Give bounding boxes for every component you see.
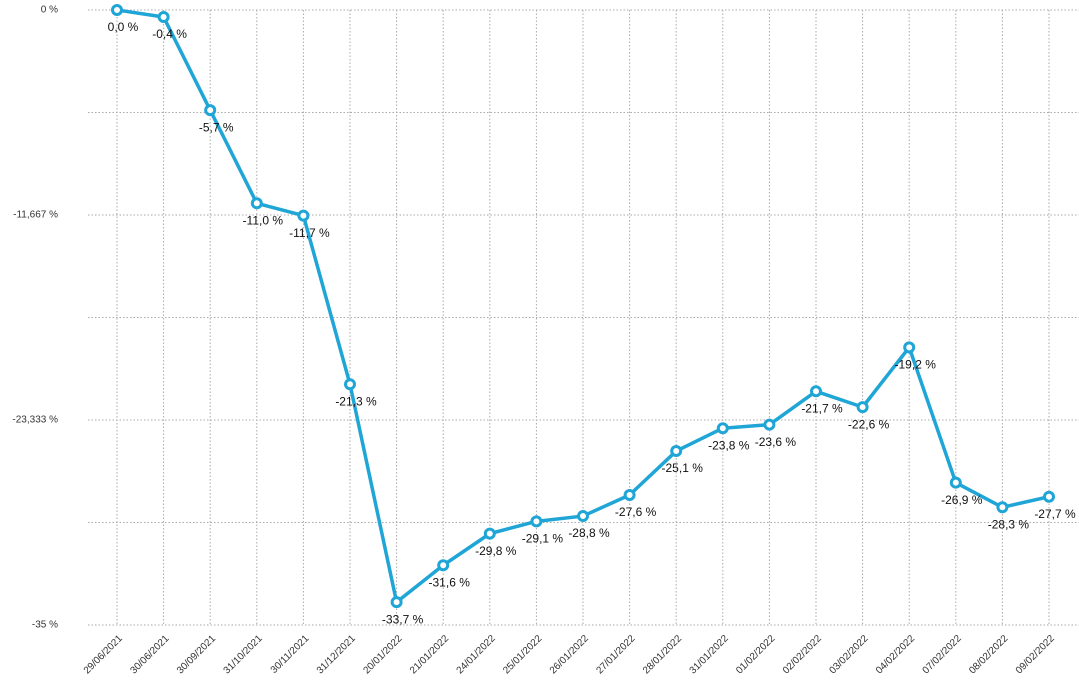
x-tick-label: 09/02/2022 xyxy=(1014,633,1057,676)
point xyxy=(996,501,1009,514)
point xyxy=(297,209,310,222)
x-tick-label: 07/02/2022 xyxy=(921,633,964,676)
x-tick-label: 31/10/2021 xyxy=(222,633,265,676)
point xyxy=(716,422,729,435)
x-tick-label: 28/01/2022 xyxy=(641,633,684,676)
y-tick-label: -11,667 % xyxy=(13,210,58,221)
point xyxy=(530,515,543,528)
x-tick-label: 31/12/2021 xyxy=(315,633,358,676)
value-label: -19,2 % xyxy=(895,358,937,372)
point xyxy=(810,385,822,398)
value-label: -27,7 % xyxy=(1034,507,1076,521)
point xyxy=(623,488,636,501)
value-label: -0,4 % xyxy=(152,27,187,41)
value-label: -29,1 % xyxy=(522,532,564,546)
x-tick-label: 03/02/2022 xyxy=(827,633,870,676)
x-tick-label: 02/02/2022 xyxy=(781,633,824,676)
point xyxy=(204,104,217,117)
point xyxy=(437,559,450,572)
point xyxy=(250,197,263,210)
x-tick-label: 29/06/2021 xyxy=(82,633,125,676)
value-label: -27,6 % xyxy=(615,505,657,519)
point xyxy=(949,476,962,489)
x-tick-label: 30/09/2021 xyxy=(175,633,218,676)
y-tick-label: -35 % xyxy=(32,620,58,631)
value-label: -33,7 % xyxy=(382,612,424,626)
value-label: -31,6 % xyxy=(429,575,471,589)
value-label: -21,7 % xyxy=(801,401,843,415)
point xyxy=(157,11,170,24)
x-tick-label: 21/01/2022 xyxy=(408,633,451,676)
value-label: -26,9 % xyxy=(941,493,983,507)
value-label: -23,8 % xyxy=(708,438,750,452)
point xyxy=(111,4,123,16)
x-tick-label: 26/01/2022 xyxy=(548,633,591,676)
value-label: -21,3 % xyxy=(335,394,377,408)
x-tick-label: 01/02/2022 xyxy=(734,633,777,676)
x-tick-label: 30/11/2021 xyxy=(269,633,312,676)
x-tick-label: 24/01/2022 xyxy=(455,633,498,676)
value-label: -22,6 % xyxy=(848,417,890,431)
value-label: -11,7 % xyxy=(289,226,330,240)
value-label: -29,8 % xyxy=(475,544,517,558)
point xyxy=(856,401,869,414)
point xyxy=(670,445,683,458)
point xyxy=(1043,490,1055,503)
point xyxy=(390,596,403,609)
x-tick-label: 25/01/2022 xyxy=(501,633,544,676)
x-tick-label: 27/01/2022 xyxy=(594,633,637,676)
value-label: -28,3 % xyxy=(988,517,1030,531)
value-label: 0,0 % xyxy=(108,20,139,34)
point xyxy=(577,510,589,523)
value-label: -28,8 % xyxy=(568,526,610,540)
y-tick-label: -23,333 % xyxy=(12,415,58,426)
y-tick-label: 0 % xyxy=(41,5,58,16)
value-label: -23,6 % xyxy=(755,435,797,449)
value-label: -25,1 % xyxy=(662,461,704,475)
x-tick-label: 08/02/2022 xyxy=(967,633,1010,676)
x-tick-label: 20/01/2022 xyxy=(361,633,404,676)
x-tick-label: 31/01/2022 xyxy=(688,633,731,676)
point xyxy=(763,418,776,431)
value-label: -11,0 % xyxy=(243,213,284,227)
point xyxy=(344,378,356,391)
x-tick-label: 04/02/2022 xyxy=(874,633,917,676)
point xyxy=(903,341,916,354)
value-label: -5,7 % xyxy=(199,120,234,134)
x-tick-label: 30/06/2021 xyxy=(128,633,171,676)
point xyxy=(483,527,496,540)
